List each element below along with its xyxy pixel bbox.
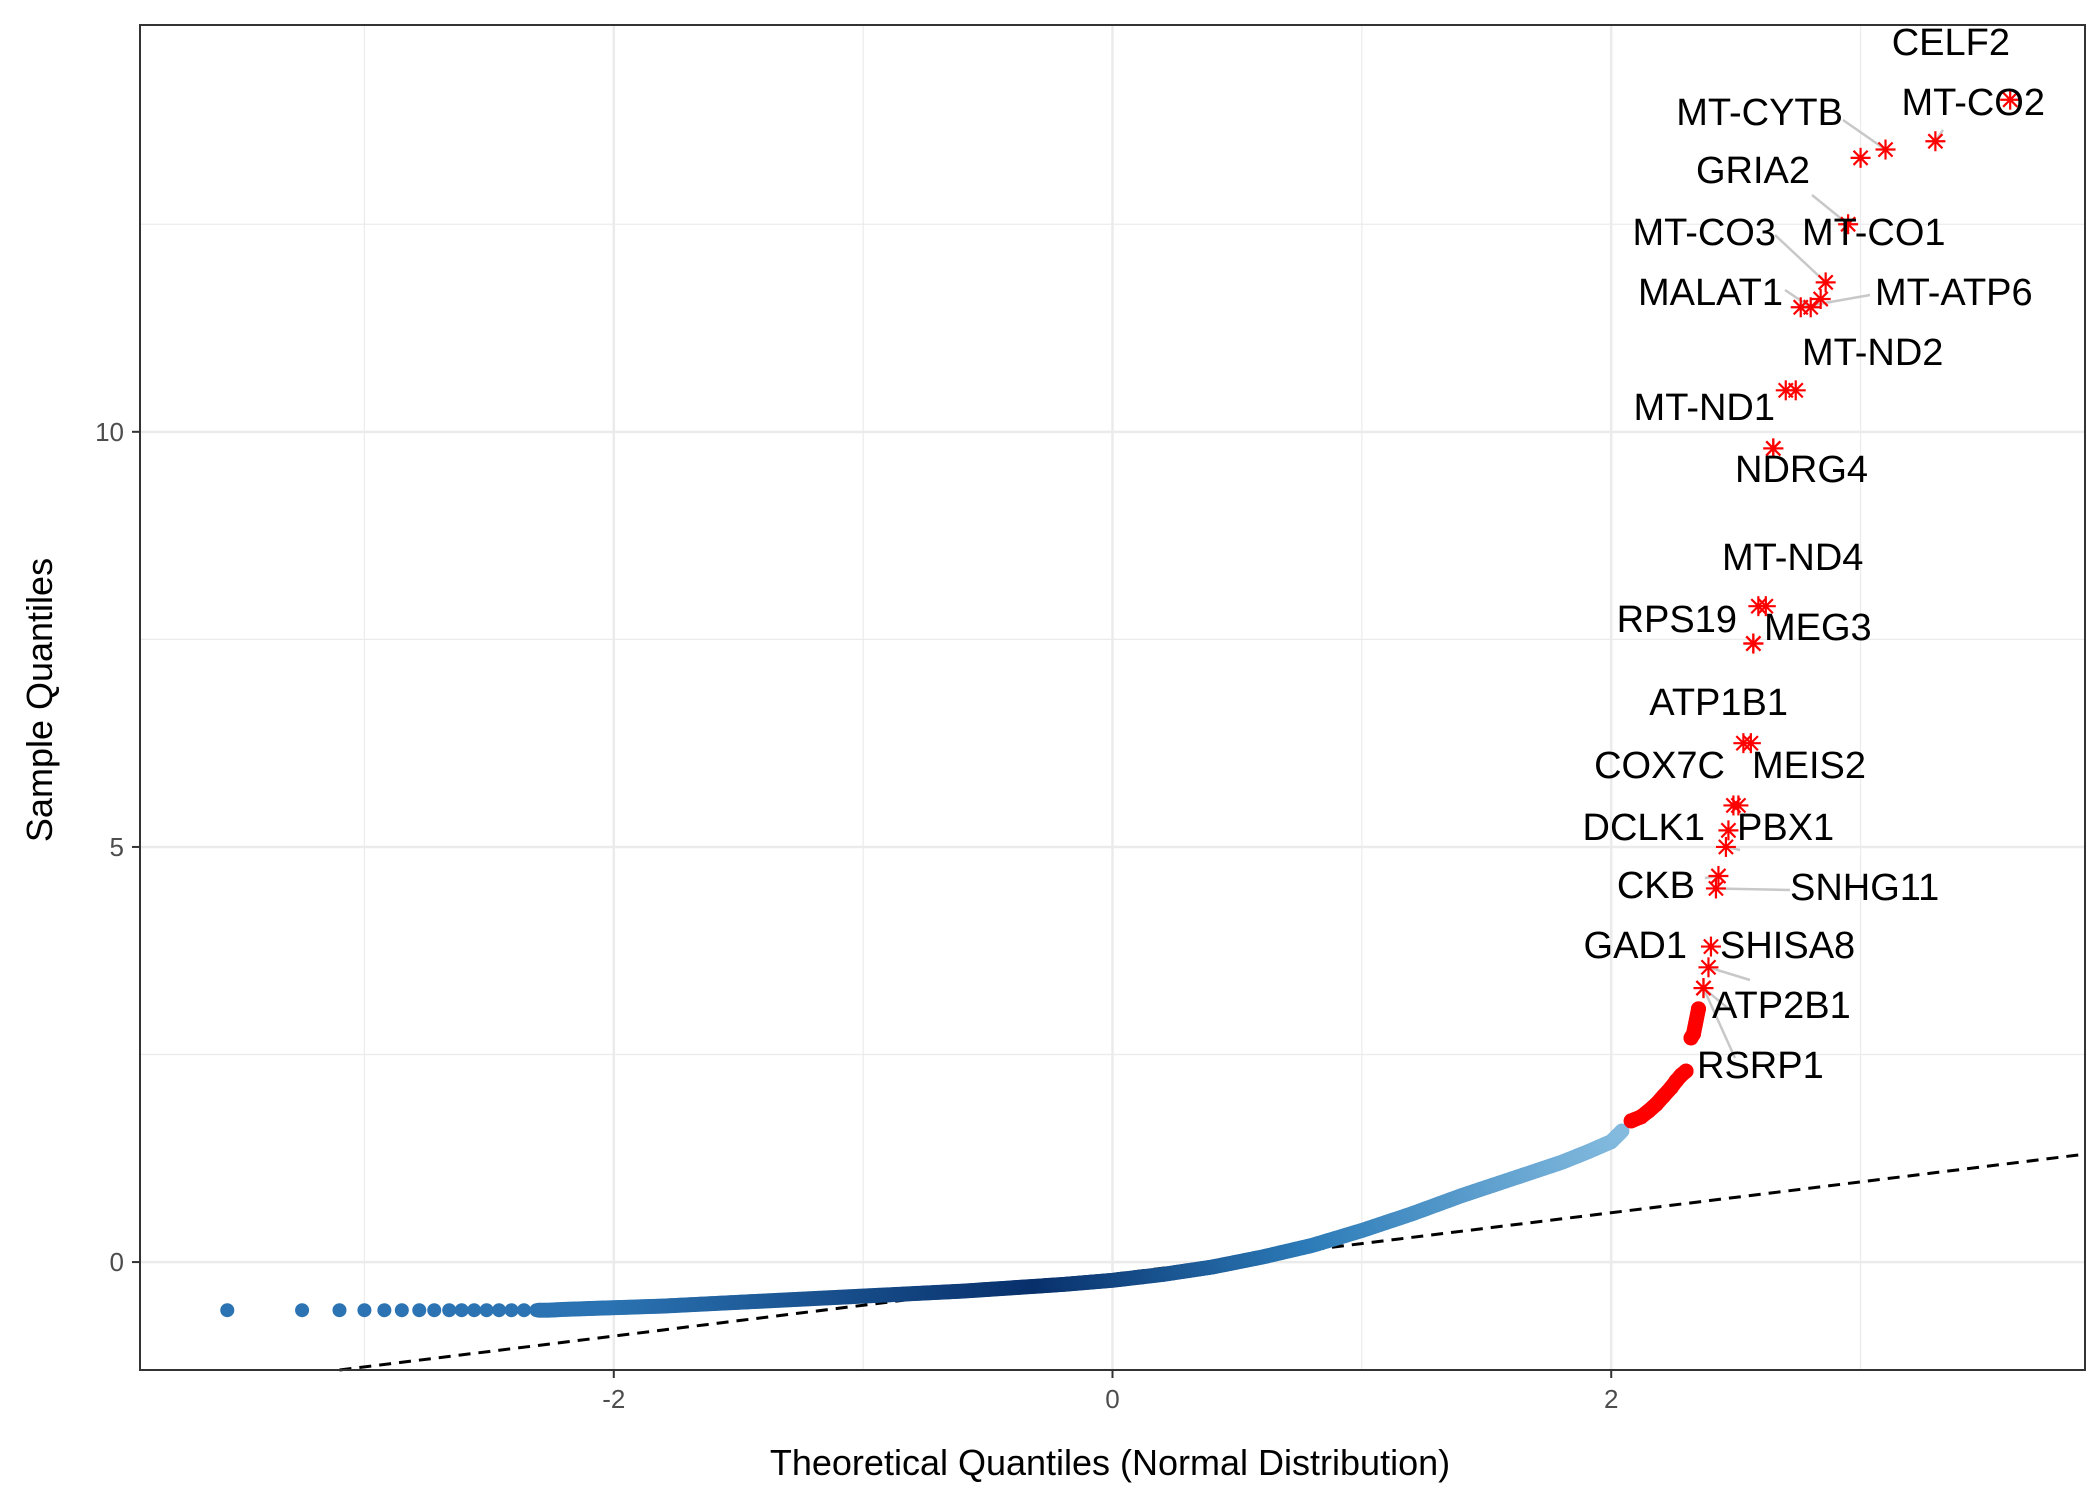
- qq-point: [479, 1303, 494, 1318]
- outlier-point: [1690, 1001, 1706, 1017]
- y-axis-ticks: 0 5 10: [95, 417, 140, 1277]
- gene-label: MT-CO3: [1632, 212, 1776, 254]
- qq-point: [394, 1303, 409, 1318]
- asterisk-marker: [1708, 866, 1729, 887]
- y-axis-title: Sample Quantiles: [19, 558, 60, 842]
- asterisk-marker: [1715, 836, 1736, 857]
- asterisk-marker: [1815, 272, 1836, 293]
- asterisk-marker: [1790, 297, 1811, 318]
- gene-label: MEG3: [1764, 607, 1872, 649]
- label-leader-line: [1774, 234, 1827, 284]
- gene-label: COX7C: [1594, 745, 1725, 787]
- outlier-point: [1686, 1026, 1702, 1042]
- asterisk-marker: [1705, 878, 1726, 899]
- asterisk-marker: [2000, 89, 2021, 110]
- x-tick-label: 2: [1604, 1384, 1618, 1414]
- x-axis-title: Theoretical Quantiles (Normal Distributi…: [770, 1442, 1450, 1483]
- qq-point: [412, 1303, 427, 1318]
- qq-reference-line: [339, 1152, 2086, 1372]
- asterisk-marker: [1698, 957, 1719, 978]
- x-tick-label: -2: [602, 1384, 625, 1414]
- gene-labels: CELF2 MT-CO2 MT-CYTB GRIA2 MT-CO3 MT-CO1 MALAT…: [1583, 22, 2046, 1087]
- qq-point: [357, 1303, 372, 1318]
- qq-point: [220, 1303, 235, 1318]
- qq-point: [332, 1303, 347, 1318]
- qq-point: [492, 1303, 507, 1318]
- gene-label: SHISA8: [1720, 925, 1855, 967]
- asterisk-marker: [1763, 438, 1784, 459]
- gene-label: MT-CO1: [1802, 212, 1946, 254]
- gene-label: ATP1B1: [1649, 682, 1788, 724]
- x-axis-ticks: -2 0 2: [602, 1370, 1618, 1414]
- gene-label: MT-ND4: [1722, 537, 1863, 579]
- asterisk-marker: [1743, 633, 1764, 654]
- qq-point: [1614, 1123, 1630, 1139]
- asterisk-marker: [1775, 380, 1796, 401]
- asterisk-marker: [1700, 936, 1721, 957]
- qq-point: [467, 1303, 482, 1318]
- qq-point: [504, 1303, 519, 1318]
- asterisk-marker: [1723, 795, 1744, 816]
- gene-label: RSRP1: [1697, 1045, 1824, 1087]
- reference-line: [339, 1152, 2086, 1372]
- asterisk-marker: [1925, 131, 1946, 152]
- y-tick-label: 0: [110, 1247, 124, 1277]
- label-leader-line: [1842, 118, 1887, 151]
- outlier-points: [1623, 1001, 1706, 1129]
- gene-label: GAD1: [1584, 925, 1687, 967]
- label-leader-line: [1708, 966, 1751, 982]
- gene-label: GRIA2: [1696, 150, 1810, 192]
- asterisk-marker: [1733, 733, 1754, 754]
- label-leader-line: [1702, 987, 1737, 1059]
- asterisk-marker: [1693, 978, 1714, 999]
- gene-label: MEIS2: [1752, 745, 1866, 787]
- asterisk-marker: [1875, 139, 1896, 160]
- gene-label: PBX1: [1737, 807, 1834, 849]
- qq-point: [454, 1303, 469, 1318]
- gene-label: ATP2B1: [1712, 985, 1851, 1027]
- asterisk-marker: [1748, 596, 1769, 617]
- label-leader-line: [1715, 887, 1791, 892]
- gene-label: MALAT1: [1638, 272, 1783, 314]
- gene-label: RPS19: [1617, 599, 1737, 641]
- qq-point: [442, 1303, 457, 1318]
- qq-point: [427, 1303, 442, 1318]
- labeled-gene-markers: [1693, 89, 2021, 999]
- gene-label: MT-CYTB: [1676, 92, 1843, 134]
- x-tick-label: 0: [1105, 1384, 1119, 1414]
- asterisk-marker: [1838, 214, 1859, 235]
- gene-label: MT-CO2: [1901, 82, 2045, 124]
- asterisk-marker: [1810, 288, 1831, 309]
- y-tick-label: 5: [110, 832, 124, 862]
- outlier-point: [1678, 1063, 1694, 1079]
- grid-lines: [140, 25, 2085, 1370]
- qq-point: [517, 1303, 532, 1318]
- gene-label: MT-ND1: [1634, 387, 1775, 429]
- gene-label: DCLK1: [1583, 807, 1706, 849]
- asterisk-marker: [1850, 147, 1871, 168]
- qq-point: [377, 1303, 392, 1318]
- qq-point: [295, 1303, 310, 1318]
- asterisk-marker: [1718, 820, 1739, 841]
- gene-label: CELF2: [1892, 22, 2010, 64]
- gene-label: MT-ATP6: [1875, 272, 2033, 314]
- gene-label: NDRG4: [1735, 449, 1868, 491]
- gene-label: SNHG11: [1790, 867, 1939, 909]
- qq-points: [220, 1123, 1630, 1318]
- gene-label: CKB: [1617, 865, 1695, 907]
- gene-label: MT-ND2: [1802, 332, 1943, 374]
- y-tick-label: 10: [95, 417, 124, 447]
